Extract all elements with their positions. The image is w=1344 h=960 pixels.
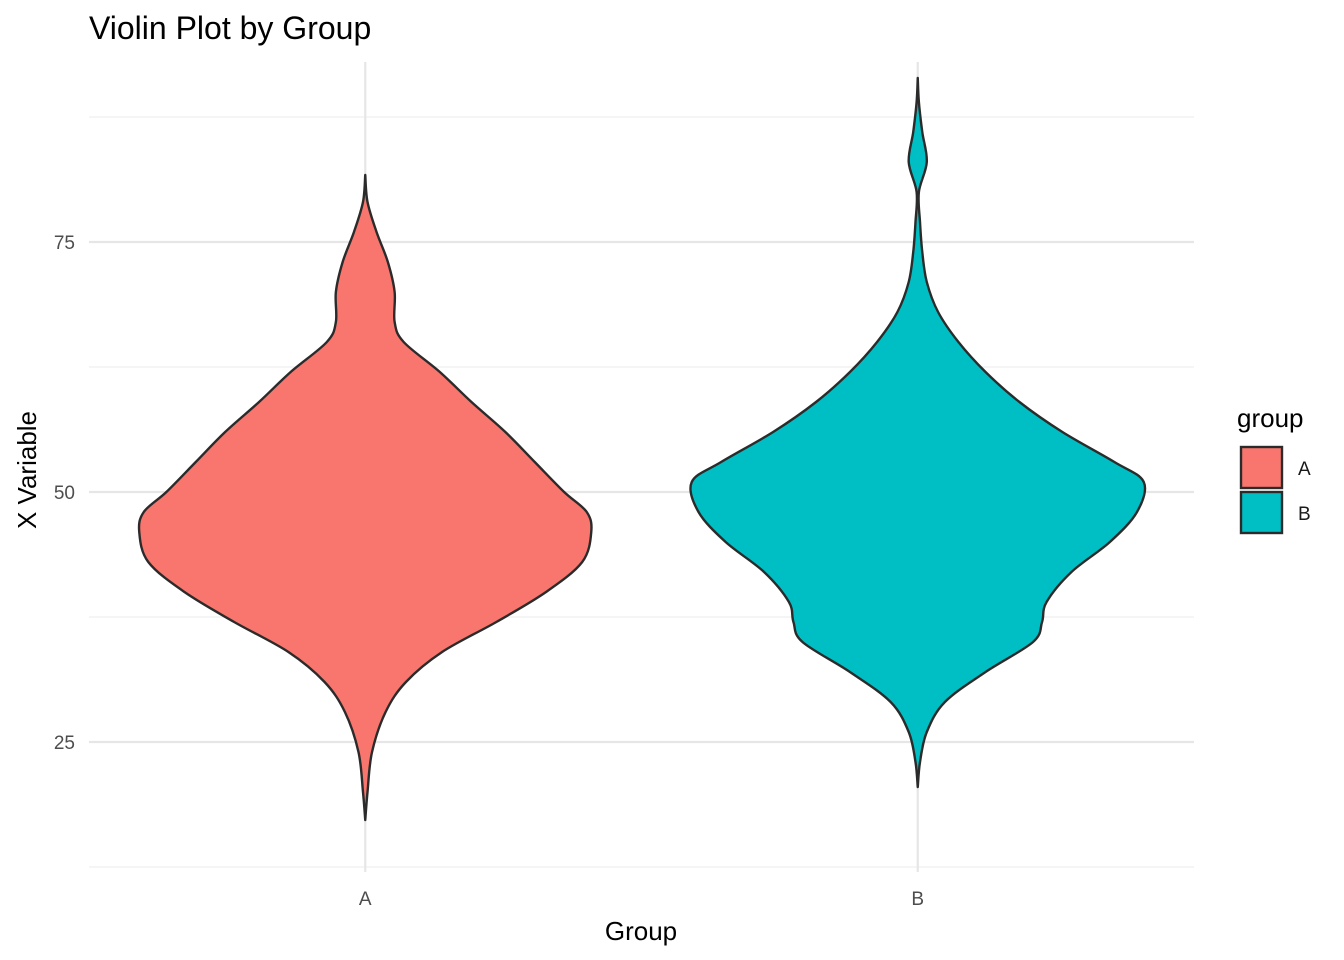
- x-axis-title: Group: [605, 916, 677, 946]
- y-tick-label: 25: [54, 733, 75, 754]
- violin-a: [137, 173, 593, 822]
- y-axis-title: X Variable: [12, 411, 42, 529]
- legend-label-a: A: [1298, 459, 1311, 480]
- violin-b: [689, 76, 1147, 789]
- x-tick-label-a: A: [359, 889, 372, 910]
- legend-key-a: [1239, 445, 1284, 490]
- legend: group A B: [1237, 403, 1311, 535]
- y-tick-label: 50: [54, 483, 75, 504]
- legend-title: group: [1237, 403, 1304, 433]
- y-tick-labels: 25 50 75: [54, 233, 75, 754]
- x-tick-label-b: B: [911, 889, 924, 910]
- legend-key-b: [1239, 490, 1284, 535]
- y-tick-label: 75: [54, 233, 75, 254]
- violins: [137, 76, 1147, 822]
- chart-title: Violin Plot by Group: [89, 10, 371, 46]
- legend-label-b: B: [1298, 504, 1311, 525]
